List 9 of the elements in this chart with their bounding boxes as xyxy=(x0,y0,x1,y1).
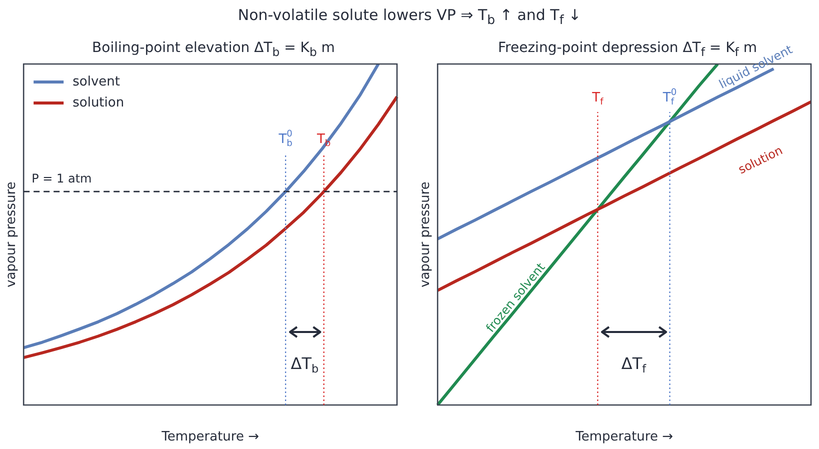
ref-line-label: P = 1 atm xyxy=(32,172,92,186)
y-axis-title: vapour pressure xyxy=(418,182,434,288)
legend-label: solution xyxy=(72,95,124,110)
x-axis-title: Temperature → xyxy=(574,430,674,445)
text: Non-volatile solute lowers VP ⇒ T$_{b}$ ↑ and T$_{f}$ ↓ xyxy=(236,6,582,27)
chart-title: Boiling-point elevation ΔT$_{b}$ = K$_{b}$ m xyxy=(91,40,336,59)
legend-label: solvent xyxy=(72,74,120,90)
x-axis-title: Temperature → xyxy=(160,430,260,445)
y-axis-title: vapour pressure xyxy=(4,182,20,288)
